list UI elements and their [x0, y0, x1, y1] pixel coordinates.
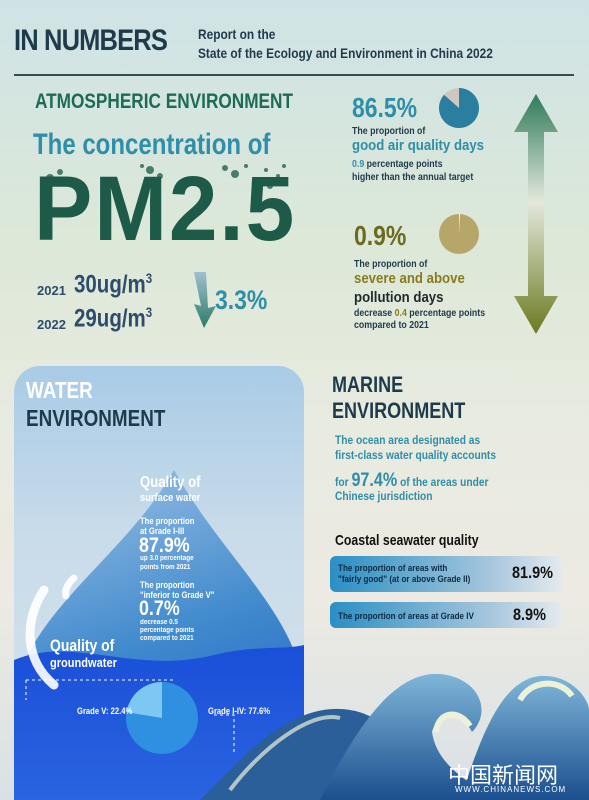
- header-divider: [14, 74, 574, 76]
- severe-days-label-line3: pollution days: [354, 289, 444, 306]
- marine-text-line1: The ocean area designated as: [335, 433, 481, 447]
- good-days-pie-slice: [438, 88, 479, 128]
- good-days-label-line2: good air quality days: [352, 137, 485, 154]
- grade-i-iii-note1: up 3.0 percentage: [140, 555, 194, 562]
- pm25-2021-value: 30ug/m3: [74, 270, 153, 299]
- grade-i-iii-value: 87.9%: [139, 534, 190, 557]
- inferior-label2: "inferior to Grade V": [140, 590, 215, 600]
- marine-text-line3: for 97.4% of the areas under: [335, 470, 489, 491]
- marine-text-line4: Chinese jurisdiction: [335, 489, 433, 503]
- ocean-waves-decoration: [200, 673, 589, 800]
- good-days-note-line2: higher than the annual target: [352, 172, 474, 183]
- groundwater-title: Quality of: [50, 636, 115, 655]
- smoke-particles-decoration: [42, 164, 286, 189]
- grade-i-iii-label1: The proportion: [140, 516, 195, 526]
- fairly-good-label2: "fairly good" (at or above Grade II): [338, 574, 471, 584]
- severe-days-pie: [439, 213, 479, 254]
- severe-days-pie-slice: [459, 213, 461, 234]
- fairly-good-label1: The proportion of areas with: [338, 563, 448, 573]
- year-2021-label: 2021: [37, 283, 66, 298]
- groundwater-grade-i-iv-label: Grade I-IV: 77.6%: [208, 706, 271, 716]
- double-arrow-icon: [514, 94, 558, 334]
- good-days-value: 86.5%: [352, 92, 418, 123]
- inferior-note2: percentage points: [140, 627, 195, 634]
- surface-water-title: Quality of: [140, 474, 201, 491]
- marine-title-line1: MARINE: [332, 372, 404, 397]
- groundwater-grade-v-label: Grade V: 22.4%: [77, 706, 133, 716]
- pm25-change-value: 3.3%: [215, 285, 268, 315]
- chinanews-logo: 中国新闻网: [448, 764, 559, 789]
- grade-iv-bar: [330, 602, 562, 628]
- report-subtitle-line2: State of the Ecology and Environment in …: [198, 45, 493, 61]
- marine-text-line2: first-class water quality accounts: [335, 448, 496, 462]
- good-days-note: 0.9 percentage points: [352, 159, 443, 170]
- report-subtitle-line1: Report on the: [198, 26, 276, 42]
- inferior-label1: The proportion: [140, 580, 195, 590]
- concentration-label: The concentration of: [33, 128, 271, 161]
- grade-iv-value: 8.9%: [513, 605, 546, 624]
- surface-water-subtitle: surface water: [140, 492, 201, 504]
- severe-days-note: decrease 0.4 percentage points: [354, 308, 486, 319]
- severe-days-label-line1: The proportion of: [354, 259, 428, 270]
- atmospheric-title: ATMOSPHERIC ENVIRONMENT: [35, 90, 293, 113]
- good-days-label-line1: The proportion of: [352, 126, 426, 137]
- fairly-good-value: 81.9%: [512, 563, 553, 582]
- inferior-note3: compared to 2021: [140, 635, 194, 642]
- chinanews-site: WWW.CHINANEWS.COM: [455, 785, 567, 794]
- water-title-line2: ENVIRONMENT: [26, 405, 166, 431]
- good-days-pie: [438, 88, 479, 128]
- coastal-quality-title: Coastal seawater quality: [335, 532, 479, 549]
- severe-days-note-line2: compared to 2021: [354, 320, 429, 331]
- grade-i-iii-label2: at Grade I-III: [140, 526, 185, 536]
- marine-title-line2: ENVIRONMENT: [332, 398, 466, 423]
- year-2022-label: 2022: [37, 317, 66, 332]
- groundwater-pie: [126, 682, 198, 754]
- inferior-note1: decrease 0.5: [140, 619, 178, 626]
- grade-iv-label: The proportion of areas at Grade IV: [338, 611, 474, 621]
- severe-days-value: 0.9%: [354, 220, 407, 251]
- groundwater-pie-grade-v: [126, 682, 162, 718]
- pm25-heading: PM2.5: [34, 158, 297, 260]
- grade-i-iii-note2: points from 2021: [140, 564, 191, 571]
- inferior-value: 0.7%: [139, 597, 180, 620]
- water-title-line1: WATER: [26, 377, 93, 403]
- page-title: IN NUMBERS: [14, 24, 168, 57]
- groundwater-subtitle: groundwater: [50, 655, 117, 670]
- pm25-2022-value: 29ug/m3: [74, 304, 153, 333]
- down-arrow-icon: [194, 272, 216, 328]
- fairly-good-bar: [330, 556, 562, 592]
- severe-days-label-line2: severe and above: [354, 270, 465, 287]
